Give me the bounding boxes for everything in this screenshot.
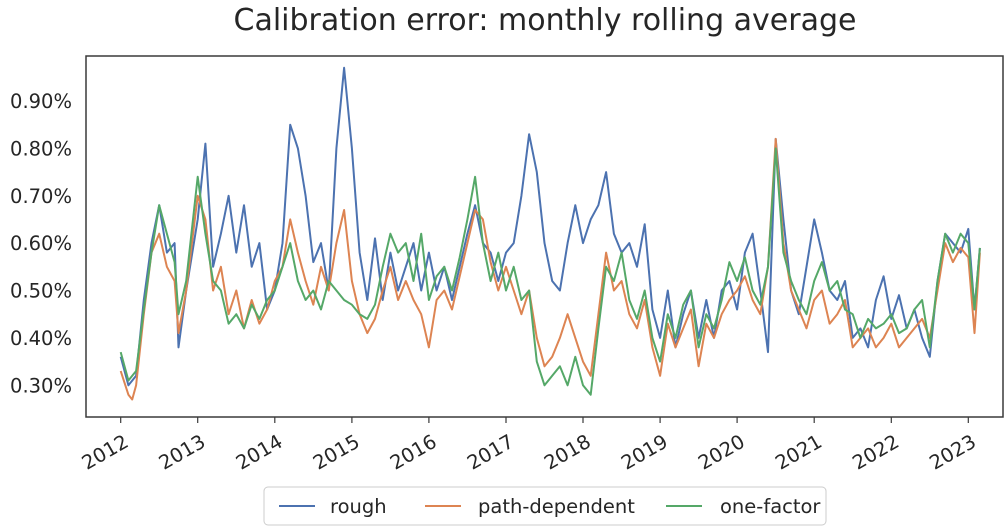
x-tick-label: 2017 (463, 430, 517, 475)
legend: rough path-dependent one-factor (263, 486, 827, 526)
x-tick-label: 2018 (540, 430, 594, 475)
y-axis: 0.30% 0.40% 0.50% 0.60% 0.70% 0.80% 0.90% (10, 90, 72, 397)
y-tick-label: 0.50% (10, 280, 72, 303)
legend-label-rough: rough (330, 495, 387, 518)
x-tick-label: 2012 (78, 430, 132, 475)
y-tick-label: 0.70% (10, 185, 72, 208)
chart-title: Calibration error: monthly rolling avera… (234, 3, 857, 38)
x-tick-label: 2016 (386, 430, 440, 475)
x-tick-label: 2014 (232, 430, 286, 475)
y-tick-label: 0.60% (10, 232, 72, 255)
x-tick-label: 2022 (849, 430, 903, 475)
series-layer (119, 66, 981, 401)
series-line-one-factor (119, 147, 981, 396)
legend-label-path-dependent: path-dependent (478, 495, 635, 518)
x-tick-label: 2020 (694, 430, 748, 475)
y-tick-label: 0.40% (10, 327, 72, 350)
x-tick-label: 2015 (309, 430, 363, 475)
x-axis: 2012 2013 2014 2015 2016 2017 2018 2019 2020 2021… (78, 417, 980, 475)
y-tick-label: 0.30% (10, 374, 72, 397)
x-tick-label: 2019 (617, 430, 671, 475)
legend-label-one-factor: one-factor (720, 495, 821, 518)
x-tick-label: 2013 (155, 430, 209, 475)
x-tick-label: 2023 (926, 430, 980, 475)
legend-frame (263, 486, 827, 526)
y-tick-label: 0.80% (10, 137, 72, 160)
plot-frame (85, 55, 1004, 418)
x-tick-label: 2021 (771, 430, 825, 475)
y-tick-label: 0.90% (10, 90, 72, 113)
series-line-path-dependent (119, 137, 981, 401)
